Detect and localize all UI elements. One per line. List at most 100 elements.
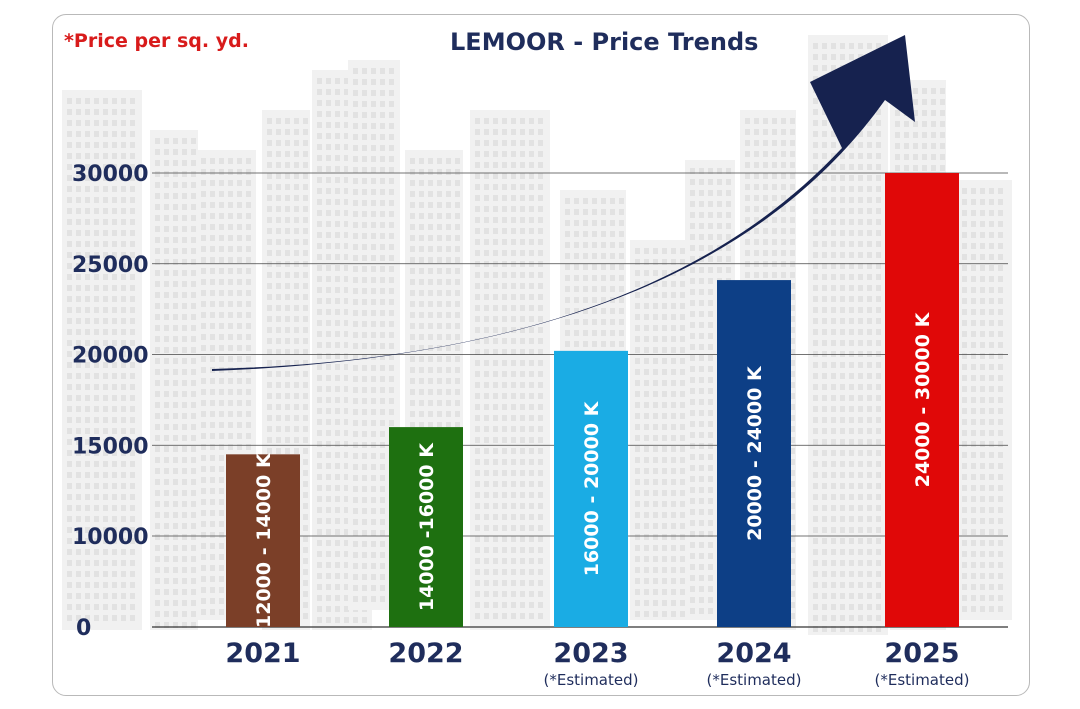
skyline-window	[353, 497, 358, 503]
skyline-window	[840, 285, 845, 291]
skyline-window	[538, 151, 543, 157]
skyline-window	[867, 43, 872, 49]
skyline-window	[781, 206, 786, 212]
skyline-window	[790, 536, 795, 542]
skyline-window	[76, 197, 81, 203]
skyline-window	[130, 263, 135, 269]
skyline-window	[592, 220, 597, 226]
skyline-window	[653, 292, 658, 298]
skyline-window	[76, 285, 81, 291]
x-tick-label: 2022	[388, 638, 463, 669]
skyline-window	[285, 426, 290, 432]
skyline-window	[94, 615, 99, 621]
skyline-window	[362, 101, 367, 107]
skyline-window	[303, 404, 308, 410]
skyline-window	[858, 208, 863, 214]
skyline-window	[246, 235, 251, 241]
skyline-window	[876, 549, 881, 555]
skyline-window	[155, 248, 160, 254]
skyline-window	[182, 424, 187, 430]
skyline-window	[484, 602, 489, 608]
skyline-window	[493, 349, 498, 355]
skyline-window	[326, 177, 331, 183]
skyline-window	[130, 494, 135, 500]
skyline-window	[858, 362, 863, 368]
skyline-window	[980, 507, 985, 513]
skyline-window	[191, 413, 196, 419]
skyline-window	[67, 560, 72, 566]
skyline-window	[173, 479, 178, 485]
skyline-window	[653, 336, 658, 342]
skyline-window	[130, 461, 135, 467]
skyline-window	[858, 417, 863, 423]
skyline-window	[680, 347, 685, 353]
skyline-window	[303, 305, 308, 311]
skyline-window	[822, 626, 827, 632]
skyline-window	[980, 375, 985, 381]
skyline-window	[380, 563, 385, 569]
skyline-window	[344, 331, 349, 337]
skyline-window	[511, 404, 516, 410]
skyline-window	[130, 307, 135, 313]
skyline-window	[219, 433, 224, 439]
skyline-window	[371, 398, 376, 404]
skyline-window	[121, 571, 126, 577]
skyline-window	[353, 134, 358, 140]
skyline-window	[130, 351, 135, 357]
skyline-window	[210, 180, 215, 186]
skyline-window	[813, 549, 818, 555]
skyline-window	[538, 129, 543, 135]
skyline-window	[867, 527, 872, 533]
skyline-window	[103, 461, 108, 467]
skyline-window	[371, 255, 376, 261]
skyline-window	[831, 208, 836, 214]
skyline-window	[173, 446, 178, 452]
skyline-window	[112, 164, 117, 170]
skyline-window	[362, 497, 367, 503]
skyline-window	[529, 580, 534, 586]
skyline-window	[840, 252, 845, 258]
skyline-window	[840, 54, 845, 60]
skyline-window	[610, 308, 615, 314]
skyline-window	[849, 274, 854, 280]
skyline-window	[362, 596, 367, 602]
skyline-window	[317, 188, 322, 194]
skyline-window	[419, 400, 424, 406]
skyline-window	[335, 551, 340, 557]
skyline-window	[708, 311, 713, 317]
skyline-window	[130, 318, 135, 324]
skyline-window	[876, 461, 881, 467]
skyline-window	[635, 556, 640, 562]
skyline-window	[858, 164, 863, 170]
skyline-window	[446, 213, 451, 219]
skyline-window	[475, 250, 480, 256]
skyline-window	[344, 595, 349, 601]
skyline-window	[85, 340, 90, 346]
skyline-window	[112, 505, 117, 511]
skyline-window	[267, 426, 272, 432]
skyline-window	[446, 422, 451, 428]
skyline-window	[493, 371, 498, 377]
skyline-window	[840, 307, 845, 313]
skyline-window	[67, 483, 72, 489]
skyline-window	[895, 110, 900, 116]
skyline-window	[644, 611, 649, 617]
skyline-window	[644, 270, 649, 276]
skyline-window	[475, 195, 480, 201]
skyline-window	[699, 487, 704, 493]
skyline-window	[529, 426, 534, 432]
y-tick-label: 20000	[72, 344, 149, 369]
skyline-window	[989, 606, 994, 612]
skyline-window	[831, 197, 836, 203]
skyline-window	[276, 437, 281, 443]
skyline-window	[493, 437, 498, 443]
skyline-window	[191, 204, 196, 210]
skyline-window	[708, 432, 713, 438]
skyline-window	[989, 243, 994, 249]
skyline-window	[326, 265, 331, 271]
skyline-window	[371, 134, 376, 140]
skyline-window	[344, 441, 349, 447]
skyline-window	[210, 158, 215, 164]
skyline-window	[484, 404, 489, 410]
skyline-window	[781, 118, 786, 124]
